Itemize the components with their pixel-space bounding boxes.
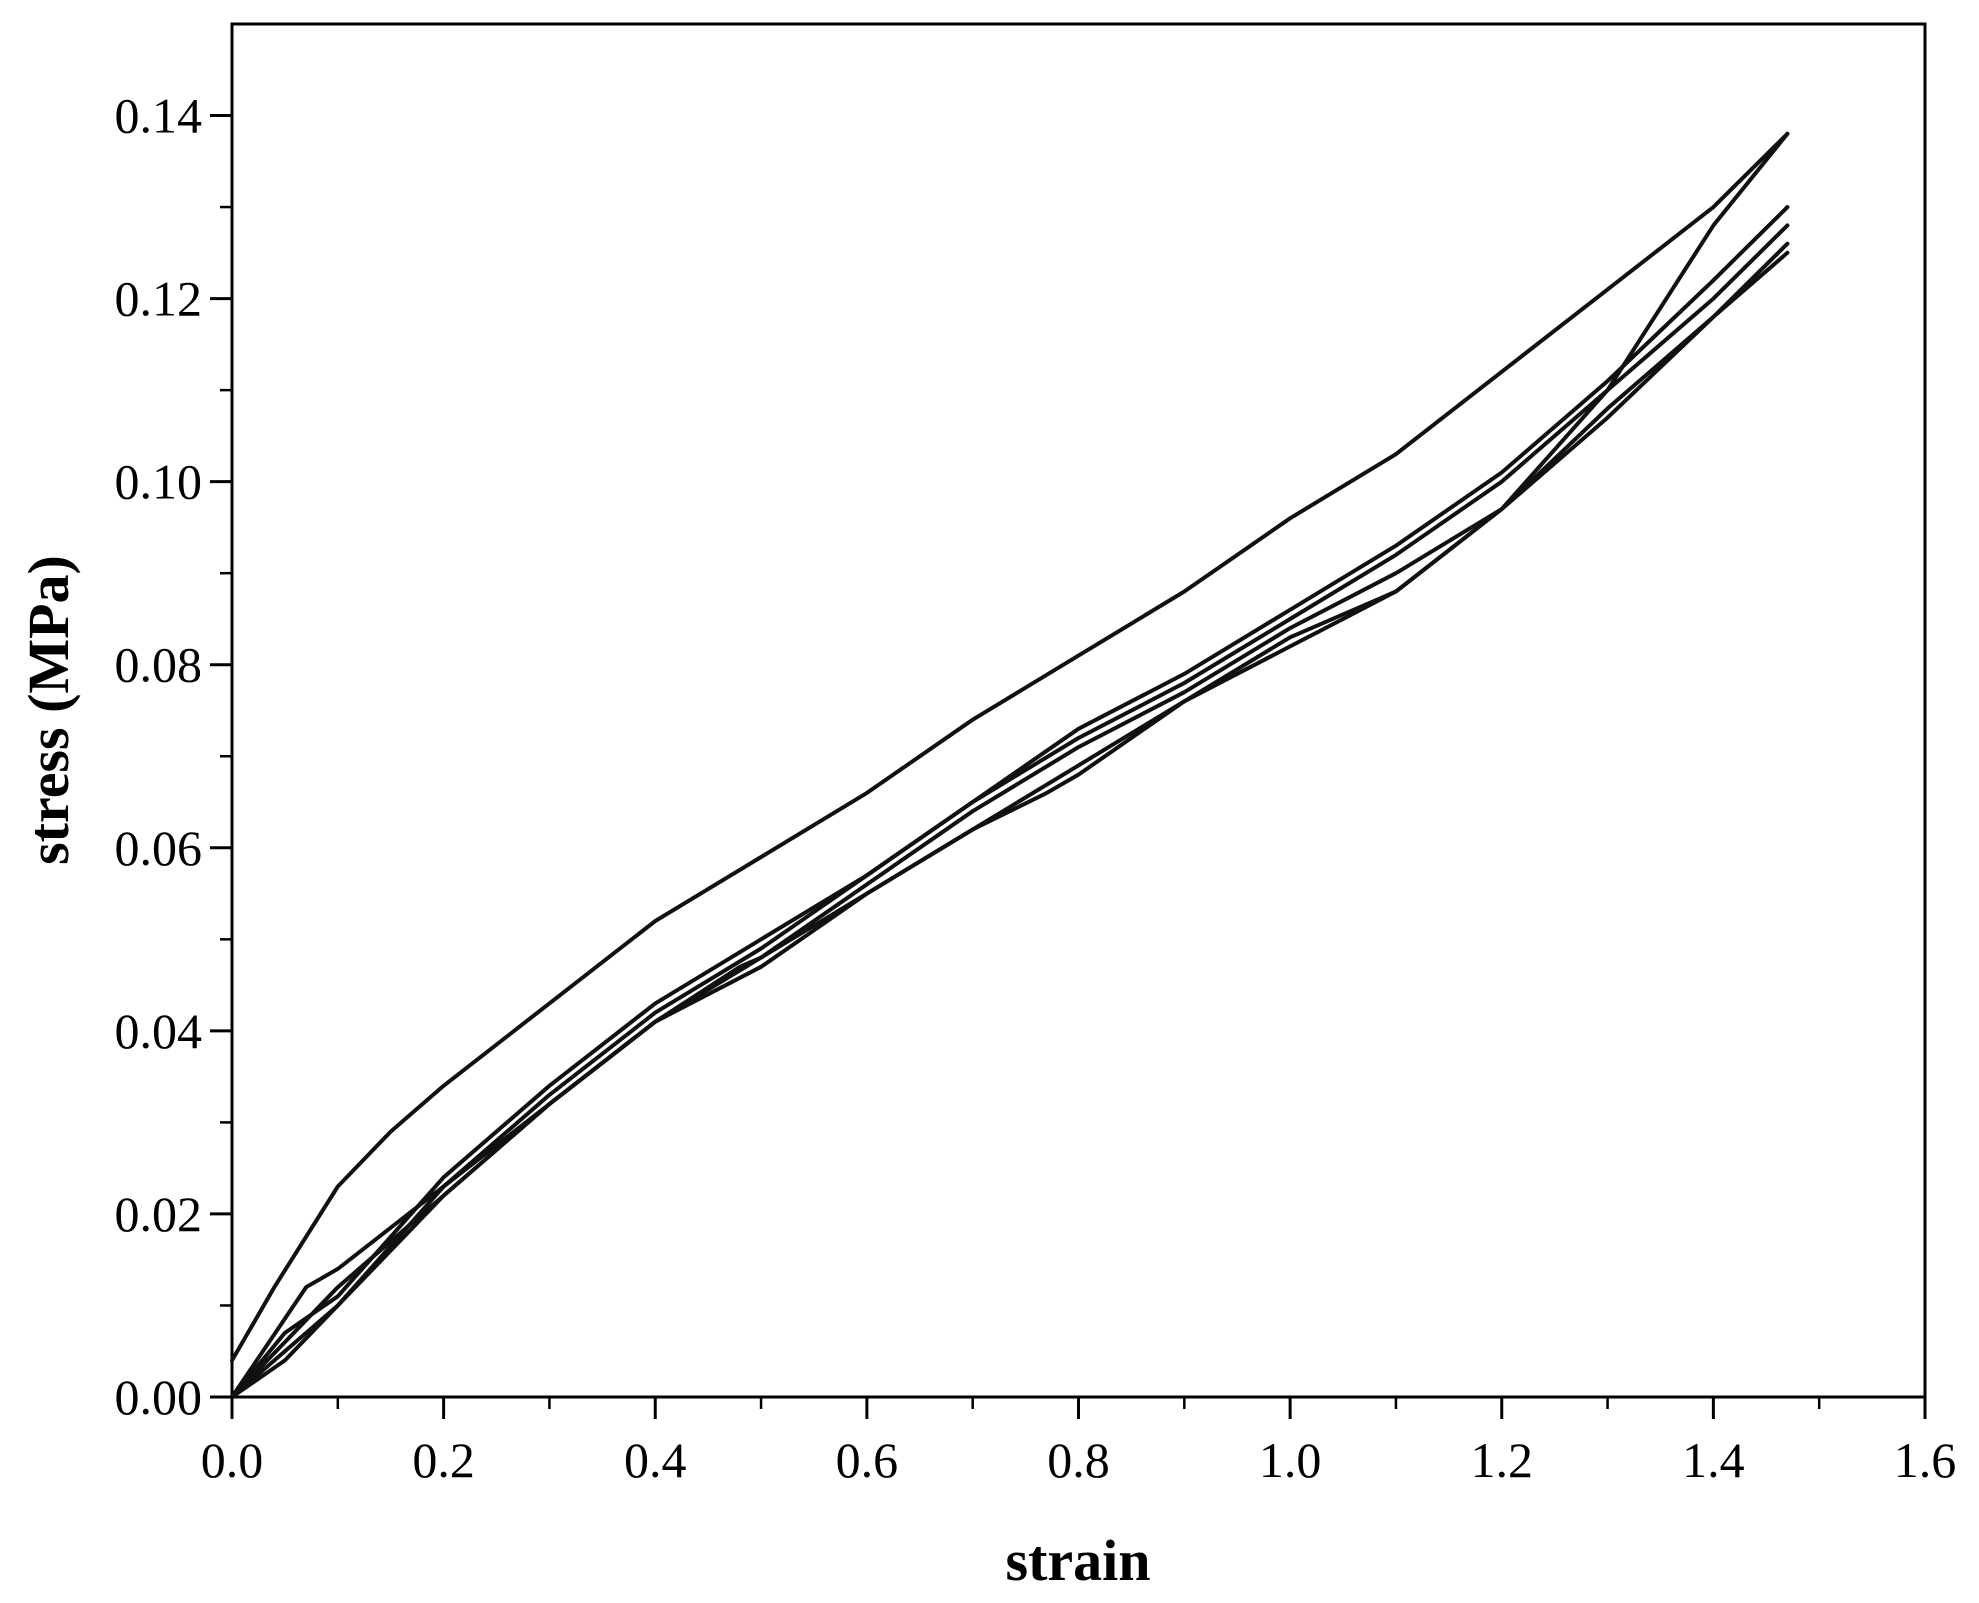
series-line-1 bbox=[230, 131, 1790, 1363]
plot-frame bbox=[230, 22, 1927, 1399]
x-tick-label: 0.4 bbox=[624, 1432, 687, 1488]
x-axis-title: strain bbox=[1006, 1528, 1151, 1593]
x-tick-label: 0.8 bbox=[1047, 1432, 1110, 1488]
series-curves bbox=[230, 131, 1790, 1399]
y-tick-label: 0.02 bbox=[115, 1186, 203, 1242]
x-tick-label: 1.4 bbox=[1682, 1432, 1745, 1488]
y-tick-label: 0.08 bbox=[115, 637, 203, 693]
y-tick-label: 0.12 bbox=[115, 271, 203, 327]
x-tick-label: 1.0 bbox=[1259, 1432, 1322, 1488]
y-tick-label: 0.04 bbox=[115, 1003, 203, 1059]
y-axis-title: stress (MPa) bbox=[16, 555, 81, 865]
series-line-4 bbox=[230, 223, 1790, 1399]
y-tick-label: 0.14 bbox=[115, 88, 203, 144]
y-tick-label: 0.10 bbox=[115, 454, 203, 510]
series-line-3 bbox=[230, 205, 1790, 1399]
x-axis-ticks: 0.0 0.2 0.4 0.6 0.8 1.0 1.2 1.4 1.6 bbox=[201, 1397, 1957, 1488]
x-tick-label: 1.6 bbox=[1894, 1432, 1957, 1488]
y-tick-label: 0.00 bbox=[115, 1369, 203, 1425]
x-tick-label: 1.2 bbox=[1471, 1432, 1534, 1488]
y-tick-label: 0.06 bbox=[115, 820, 203, 876]
series-line-2 bbox=[230, 131, 1790, 1399]
series-line-6 bbox=[230, 250, 1790, 1399]
x-tick-label: 0.2 bbox=[412, 1432, 475, 1488]
y-axis-ticks: 0.00 0.02 0.04 0.06 0.08 0.10 0.12 0.14 bbox=[115, 88, 232, 1425]
x-tick-label: 0.6 bbox=[836, 1432, 899, 1488]
x-tick-label: 0.0 bbox=[201, 1432, 264, 1488]
series-line-5 bbox=[230, 241, 1790, 1399]
